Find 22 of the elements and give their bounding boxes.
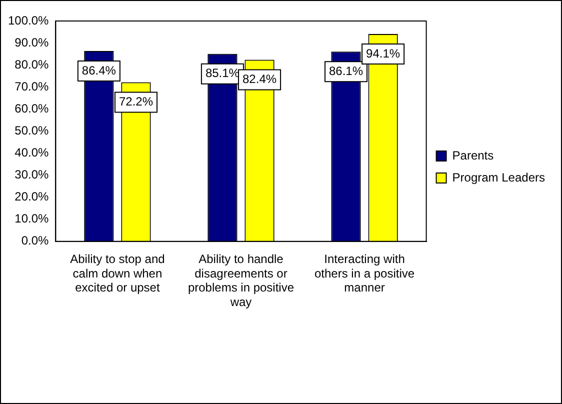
y-tick-label: 90.0% — [14, 35, 50, 50]
y-tick-label: 60.0% — [14, 101, 50, 116]
data-label: 72.2% — [118, 94, 154, 109]
legend-label: Parents — [452, 148, 494, 162]
y-tick-label: 10.0% — [14, 212, 50, 226]
y-tick-label: 70.0% — [14, 79, 50, 94]
data-label: 86.1% — [328, 64, 364, 78]
x-tick-label: Ability to handle disagreements or problems in positive way — [188, 252, 294, 310]
data-label: 94.1% — [366, 46, 400, 60]
data-label: 82.4% — [242, 72, 277, 86]
data-label: 85.1% — [205, 66, 240, 80]
data-label: 86.4% — [82, 63, 116, 78]
y-tick-label: 30.0% — [14, 168, 50, 182]
legend-label: Program Leaders — [452, 170, 546, 184]
y-tick-label: 100.0% — [8, 13, 50, 28]
y-tick-label: 80.0% — [14, 57, 50, 72]
y-tick-label: 50.0% — [14, 124, 50, 138]
x-tick-label: Ability to stop and calm down when excited or upset — [70, 252, 165, 295]
x-tick-label: Interacting with others in a positive manner — [314, 252, 415, 295]
y-tick-label: 40.0% — [14, 146, 50, 160]
y-tick-label: 0.0% — [21, 234, 50, 248]
y-tick-label: 20.0% — [14, 190, 50, 204]
